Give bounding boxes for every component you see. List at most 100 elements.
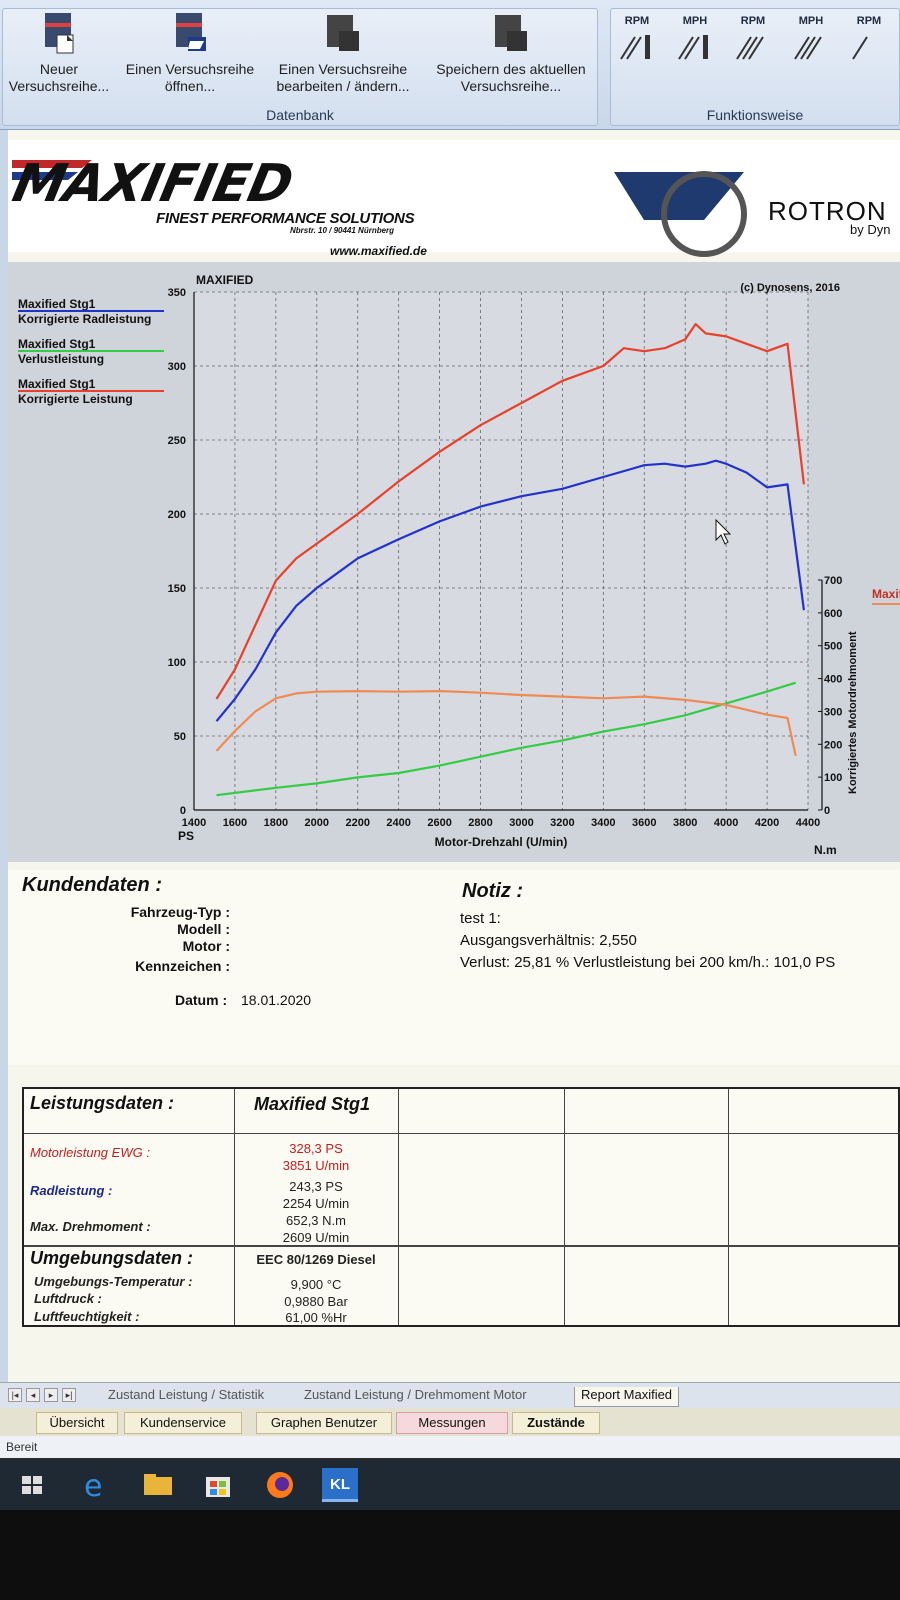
legend-series-name: Maxified Stg1 [18, 297, 96, 311]
ribbon-toolbar: Neuer Versuchsreihe... Einen Versuchsrei… [0, 0, 900, 130]
kundendaten-title: Kundendaten : [22, 874, 162, 896]
logo-slogan: FINEST PERFORMANCE SOLUTIONS [156, 210, 415, 227]
temperatur-value: 9,900 °C [290, 1277, 342, 1292]
funktion-rpm-3-button[interactable]: RPM [843, 15, 895, 63]
y-right-tick-label: 0 [824, 805, 830, 817]
funktion-rpm-1-button[interactable]: RPM [611, 15, 663, 63]
tab-kundenservice[interactable]: Kundenservice [124, 1412, 242, 1434]
temperatur-label: Umgebungs-Temperatur : [34, 1274, 193, 1289]
firefox-icon[interactable] [262, 1468, 298, 1502]
funktion-mph-2-button[interactable]: MPH [785, 15, 837, 63]
leistungsdaten-table: Leistungsdaten : Maxified Stg1 Motorleis… [22, 1087, 900, 1327]
umgebungsdaten-title: Umgebungsdaten : [30, 1248, 194, 1268]
funktion-mph-1-label: MPH [682, 15, 708, 27]
legend-series-name: Maxified Stg1 [18, 337, 96, 351]
dyno-graph-icon [678, 35, 708, 60]
desk-background [0, 1510, 900, 1600]
x-tick-label: 3600 [632, 817, 656, 829]
rotron-logo-icon [614, 171, 747, 257]
luftfeuchtigkeit-label: Luftfeuchtigkeit : [34, 1309, 140, 1324]
x-tick-label: 3200 [550, 817, 574, 829]
chart-title: MAXIFIED [196, 273, 254, 287]
y-left-tick-label: 100 [168, 657, 186, 669]
y-right-tick-label: 300 [824, 706, 842, 718]
edit-series-label: Einen Versuchsreihe bearbeiten / ändern.… [276, 61, 410, 94]
tab-uebersicht[interactable]: Übersicht [36, 1412, 118, 1434]
x-tick-label: 3800 [673, 817, 697, 829]
y-left-tick-label: 50 [174, 731, 186, 743]
edge-browser-icon[interactable]: e [78, 1468, 114, 1502]
datum-value: 18.01.2020 [241, 992, 312, 1008]
leistungsdaten-title: Leistungsdaten : [30, 1093, 175, 1113]
dyno-chart-panel: 1400 1600 1800 2000 2200 2400 2600 2800 3000 3200… [8, 262, 900, 862]
sheet-tab-bar: |◂ ◂ ▸ ▸| Zustand Leistung / Statistik Z… [0, 1382, 900, 1408]
x-tick-label: 2200 [345, 817, 369, 829]
radleistung-value: 243,3 PS [289, 1179, 343, 1194]
motorleistung-label: Motorleistung EWG : [30, 1145, 150, 1160]
first-sheet-button[interactable]: |◂ [8, 1388, 22, 1402]
plot-background [194, 292, 808, 810]
norm-value: EEC 80/1269 Diesel [256, 1252, 376, 1267]
new-series-button[interactable]: Neuer Versuchsreihe... [3, 11, 115, 95]
tab-zustand-drehmoment[interactable]: Zustand Leistung / Drehmoment Motor [304, 1387, 527, 1402]
last-sheet-button[interactable]: ▸| [62, 1388, 76, 1402]
maxified-swoosh-icon [12, 160, 92, 180]
chart-copyright: (c) Dynosens, 2016 [740, 282, 840, 294]
fahrzeug-typ-label: Fahrzeug-Typ : [130, 904, 230, 920]
x-tick-label: 4200 [755, 817, 779, 829]
right-legend-label: Maxifi [872, 587, 900, 601]
funktion-rpm-2-label: RPM [740, 15, 766, 27]
y-left-tick-label: 300 [168, 361, 186, 373]
ribbon-group-datenbank: Neuer Versuchsreihe... Einen Versuchsrei… [2, 8, 598, 126]
y-right-tick-label: 400 [824, 674, 842, 686]
x-tick-label: 1800 [264, 817, 288, 829]
save-series-button[interactable]: Speichern des aktuellen Versuchsreihe... [423, 11, 599, 95]
next-sheet-button[interactable]: ▸ [44, 1388, 58, 1402]
legend-series-label: Korrigierte Leistung [18, 392, 133, 406]
tab-zustaende[interactable]: Zustände [512, 1412, 600, 1434]
y-left-tick-label: 200 [168, 509, 186, 521]
x-tick-label: 3000 [509, 817, 533, 829]
x-tick-label: 4000 [714, 817, 738, 829]
y-right-tick-label: 200 [824, 739, 842, 751]
series-line-2 [215, 322, 805, 700]
prev-sheet-button[interactable]: ◂ [26, 1388, 40, 1402]
dyno-chart: 1400 1600 1800 2000 2200 2400 2600 2800 3000 3200… [18, 273, 900, 857]
tab-zustand-statistik[interactable]: Zustand Leistung / Statistik [108, 1387, 265, 1402]
status-bar: Bereit [0, 1436, 900, 1458]
kl-app-icon[interactable]: KL [322, 1468, 358, 1502]
mouse-cursor-icon [715, 518, 732, 545]
x-tick-label: 2000 [305, 817, 329, 829]
y-left-axis-unit: PS [178, 829, 194, 843]
group-label-datenbank: Datenbank [266, 107, 334, 123]
file-explorer-icon[interactable] [140, 1468, 176, 1502]
ribbon-group-funktionsweise: RPM MPH RPM MPH RPM Funktionsweise [610, 8, 900, 126]
funktion-rpm-3-label: RPM [856, 15, 882, 27]
open-series-label: Einen Versuchsreihe öffnen... [125, 61, 255, 94]
edit-series-button[interactable]: Einen Versuchsreihe bearbeiten / ändern.… [265, 11, 421, 95]
legend-series-name: Maxified Stg1 [18, 377, 96, 391]
save-series-label: Speichern des aktuellen Versuchsreihe... [436, 61, 586, 94]
tab-report-maxified[interactable]: Report Maxified [574, 1387, 680, 1407]
funktion-mph-1-button[interactable]: MPH [669, 15, 721, 63]
tab-messungen[interactable]: Messungen [396, 1412, 508, 1434]
y-right-axis-label: Korrigiertes Motordrehmoment [847, 631, 859, 794]
open-series-button[interactable]: Einen Versuchsreihe öffnen... [117, 11, 263, 95]
new-database-icon [45, 13, 74, 54]
modell-label: Modell : [177, 921, 230, 937]
windows-start-icon[interactable] [14, 1468, 50, 1502]
dyno-graph-icon [852, 36, 868, 60]
motor-label: Motor : [182, 938, 230, 954]
luftfeuchtigkeit-value: 61,00 %Hr [285, 1310, 347, 1325]
save-database-icon [495, 15, 527, 51]
bottom-tab-bar: Übersicht Kundenservice Graphen Benutzer… [0, 1408, 900, 1436]
kennzeichen-label: Kennzeichen : [135, 958, 230, 974]
x-tick-label: 2800 [468, 817, 492, 829]
funktion-rpm-2-button[interactable]: RPM [727, 15, 779, 63]
dyno-graph-icon [620, 35, 650, 60]
x-axis-label: Motor-Drehzahl (U/min) [435, 835, 568, 849]
rotron-brand: ROTRON [768, 196, 887, 226]
store-icon[interactable] [200, 1468, 236, 1502]
tab-graphen-benutzer[interactable]: Graphen Benutzer [256, 1412, 392, 1434]
notiz-title: Notiz : [462, 880, 524, 902]
